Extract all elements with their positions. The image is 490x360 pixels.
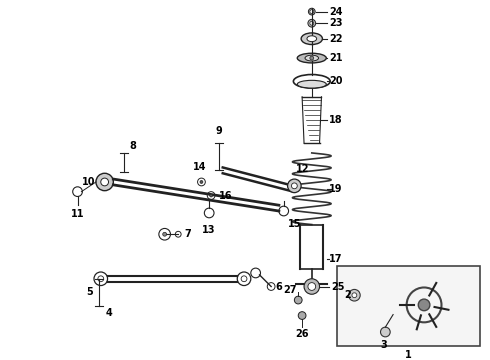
Circle shape	[200, 180, 203, 184]
Circle shape	[310, 10, 314, 14]
Text: 18: 18	[329, 115, 343, 125]
Circle shape	[308, 8, 315, 15]
Circle shape	[381, 327, 390, 337]
Text: 10: 10	[82, 177, 96, 187]
Text: 21: 21	[329, 53, 343, 63]
Circle shape	[288, 179, 301, 193]
Text: 15: 15	[288, 219, 301, 229]
Text: 24: 24	[329, 6, 343, 17]
Text: 11: 11	[71, 209, 84, 219]
Text: 1: 1	[405, 350, 412, 360]
Text: 7: 7	[184, 229, 191, 239]
Circle shape	[101, 178, 108, 186]
Circle shape	[348, 289, 360, 301]
Bar	[337, 266, 480, 346]
Text: 23: 23	[329, 18, 343, 28]
Circle shape	[418, 299, 430, 311]
Circle shape	[96, 173, 113, 191]
Text: 27: 27	[284, 285, 297, 296]
Circle shape	[298, 312, 306, 319]
Circle shape	[304, 279, 319, 294]
Text: 3: 3	[380, 340, 387, 350]
Text: 2: 2	[344, 290, 350, 300]
Circle shape	[210, 194, 213, 197]
Text: 25: 25	[331, 282, 344, 292]
Ellipse shape	[301, 33, 322, 45]
Circle shape	[292, 183, 297, 189]
Circle shape	[352, 293, 357, 298]
Ellipse shape	[305, 55, 318, 61]
Text: 5: 5	[86, 287, 93, 297]
Text: 26: 26	[295, 329, 309, 339]
Text: 4: 4	[105, 308, 112, 318]
Circle shape	[294, 296, 302, 304]
Ellipse shape	[307, 36, 317, 42]
Text: 19: 19	[329, 184, 343, 194]
Circle shape	[310, 56, 314, 60]
Circle shape	[308, 283, 316, 291]
Circle shape	[163, 232, 167, 236]
Ellipse shape	[294, 75, 330, 88]
Circle shape	[310, 21, 314, 25]
Text: 12: 12	[296, 164, 310, 174]
Text: 17: 17	[329, 255, 343, 264]
Text: 8: 8	[130, 141, 137, 151]
Text: 22: 22	[329, 34, 343, 44]
Text: 14: 14	[193, 162, 206, 172]
Ellipse shape	[297, 80, 326, 88]
Text: 6: 6	[275, 282, 282, 292]
Text: 16: 16	[219, 190, 232, 201]
Text: 20: 20	[329, 76, 343, 86]
Text: 9: 9	[216, 126, 222, 135]
Circle shape	[308, 19, 316, 27]
Ellipse shape	[297, 53, 326, 63]
Text: 13: 13	[202, 225, 216, 235]
